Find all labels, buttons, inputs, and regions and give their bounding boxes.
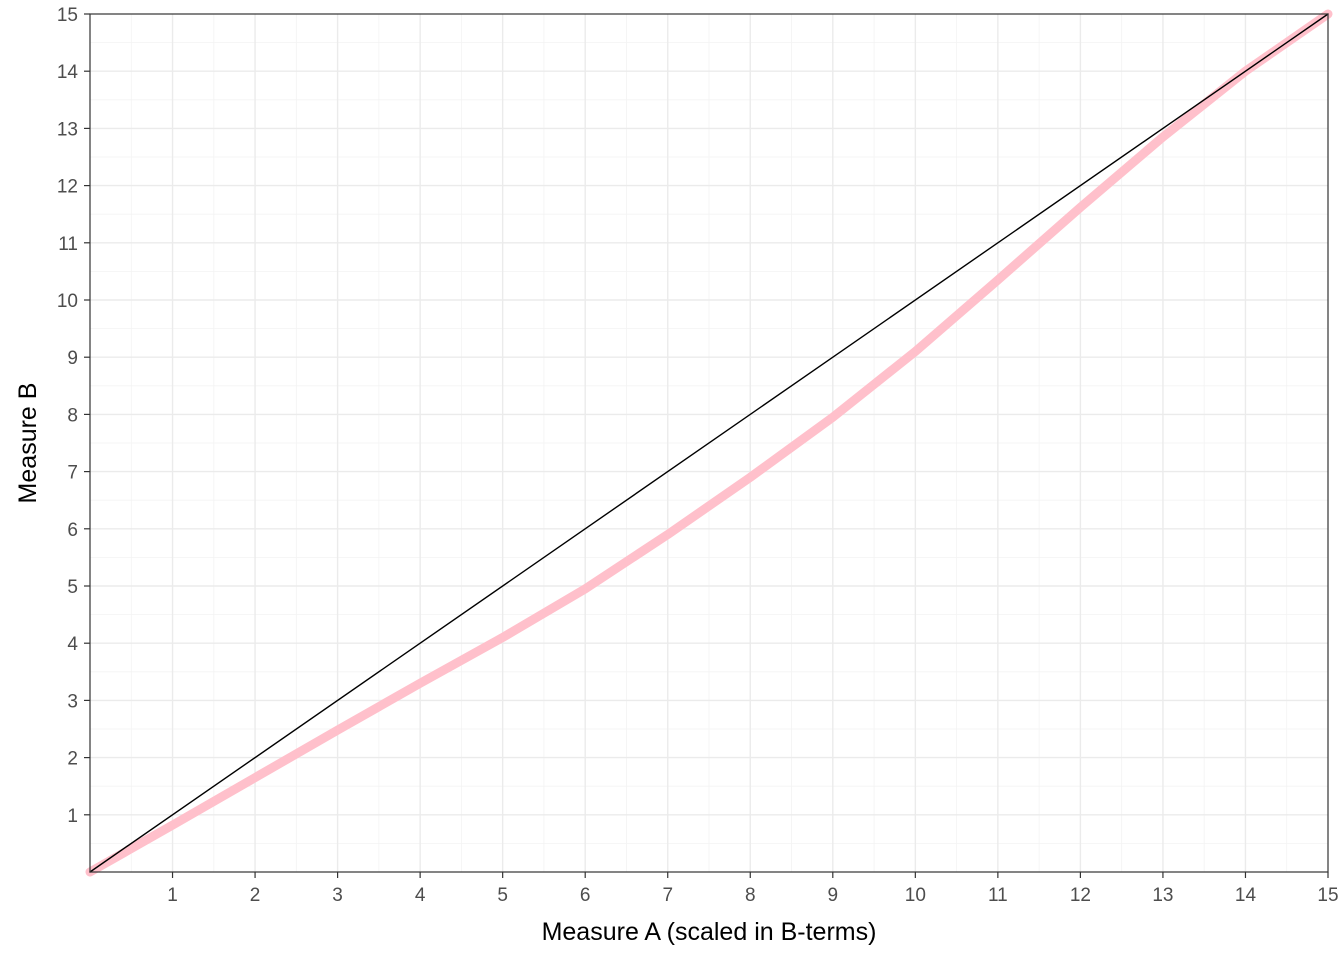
y-tick-label: 1 — [67, 806, 78, 827]
x-tick-label: 8 — [745, 885, 756, 906]
x-tick-label: 3 — [332, 885, 343, 906]
x-tick-label: 4 — [415, 885, 426, 906]
curve-line — [85, 9, 1333, 877]
grid-major — [90, 14, 1328, 872]
y-tick-label: 5 — [67, 577, 78, 598]
y-tick-label: 8 — [67, 405, 78, 426]
y-tick-label: 6 — [67, 520, 78, 541]
y-tick-label: 15 — [57, 5, 78, 26]
x-tick-label: 7 — [662, 885, 673, 906]
x-tick-label: 12 — [1070, 885, 1091, 906]
x-tick-label: 2 — [250, 885, 261, 906]
x-tick-label: 13 — [1152, 885, 1173, 906]
plot-panel-border — [89, 13, 1329, 873]
y-tick-label: 7 — [67, 463, 78, 484]
y-tick-label: 2 — [67, 749, 78, 770]
y-tick-label: 10 — [57, 291, 78, 312]
y-tick-label: 12 — [57, 177, 78, 198]
y-tick-label: 11 — [58, 234, 78, 255]
x-tick-label: 15 — [1317, 885, 1338, 906]
y-tick-label: 9 — [67, 348, 78, 369]
x-axis: 1 2 3 4 5 6 7 8 9 10 11 12 13 14 15 — [167, 872, 1339, 906]
y-tick-label: 4 — [67, 634, 78, 655]
grid-minor — [90, 14, 1328, 872]
y-axis-title: Measure B — [14, 383, 42, 504]
y-tick-label: 14 — [57, 62, 79, 83]
x-axis-title: Measure A (scaled in B-terms) — [542, 918, 877, 946]
y-tick-label: 3 — [67, 691, 78, 712]
series-layer — [85, 9, 1333, 877]
identity-line — [89, 13, 1329, 873]
x-tick-label: 1 — [167, 885, 178, 906]
x-tick-label: 9 — [828, 885, 839, 906]
x-tick-label: 14 — [1235, 885, 1257, 906]
x-tick-label: 10 — [905, 885, 926, 906]
y-tick-label: 13 — [57, 119, 78, 140]
x-tick-label: 6 — [580, 885, 591, 906]
x-tick-label: 11 — [988, 885, 1008, 906]
x-tick-label: 5 — [497, 885, 508, 906]
